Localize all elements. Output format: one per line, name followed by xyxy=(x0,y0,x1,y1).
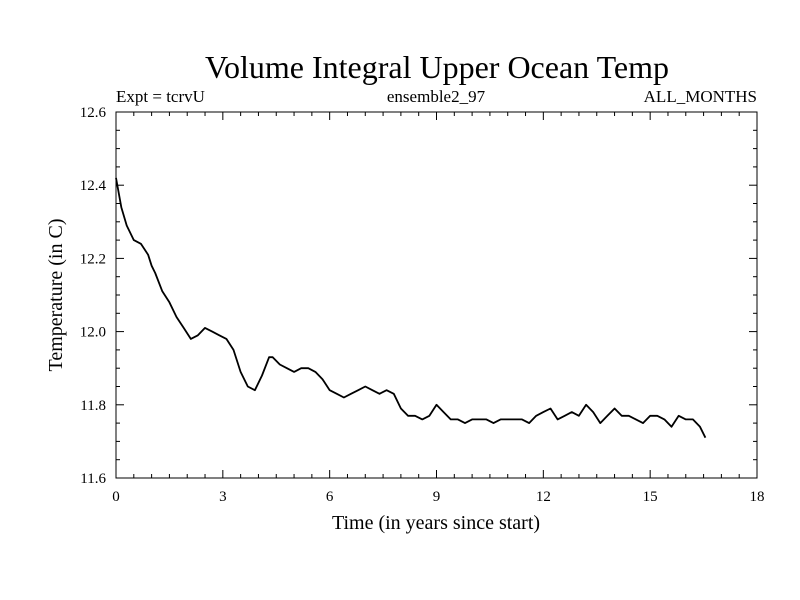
y-tick-label: 12.0 xyxy=(80,325,106,341)
axis-ticks xyxy=(115,111,758,479)
x-axis-label: Time (in years since start) xyxy=(332,512,540,534)
chart-title: Volume Integral Upper Ocean Temp xyxy=(205,49,669,85)
y-tick-label: 11.6 xyxy=(80,471,106,487)
x-tick-label: 12 xyxy=(536,489,551,505)
x-axis-tick-labels: 0 3 6 9 12 15 18 xyxy=(112,489,764,505)
x-tick-label: 15 xyxy=(643,489,658,505)
x-tick-label: 0 xyxy=(112,489,120,505)
y-axis-tick-labels: 11.6 11.8 12.0 12.2 12.4 12.6 xyxy=(80,105,107,487)
y-tick-label: 11.8 xyxy=(80,398,106,414)
x-tick-label: 18 xyxy=(750,489,765,505)
y-axis-label: Temperature (in C) xyxy=(45,219,67,372)
y-tick-label: 12.4 xyxy=(80,178,107,194)
y-tick-label: 12.2 xyxy=(80,251,106,267)
plot-frame xyxy=(115,111,758,479)
chart-subtitle-ensemble: ensemble2_97 xyxy=(387,87,486,106)
x-tick-label: 6 xyxy=(326,489,334,505)
chart-subtitle-experiment: Expt = tcrvU xyxy=(116,87,205,106)
y-tick-label: 12.6 xyxy=(80,105,107,121)
x-tick-label: 9 xyxy=(433,489,441,505)
x-tick-label: 3 xyxy=(219,489,227,505)
temperature-series-line xyxy=(115,177,707,439)
chart-subtitle-months: ALL_MONTHS xyxy=(644,87,757,106)
